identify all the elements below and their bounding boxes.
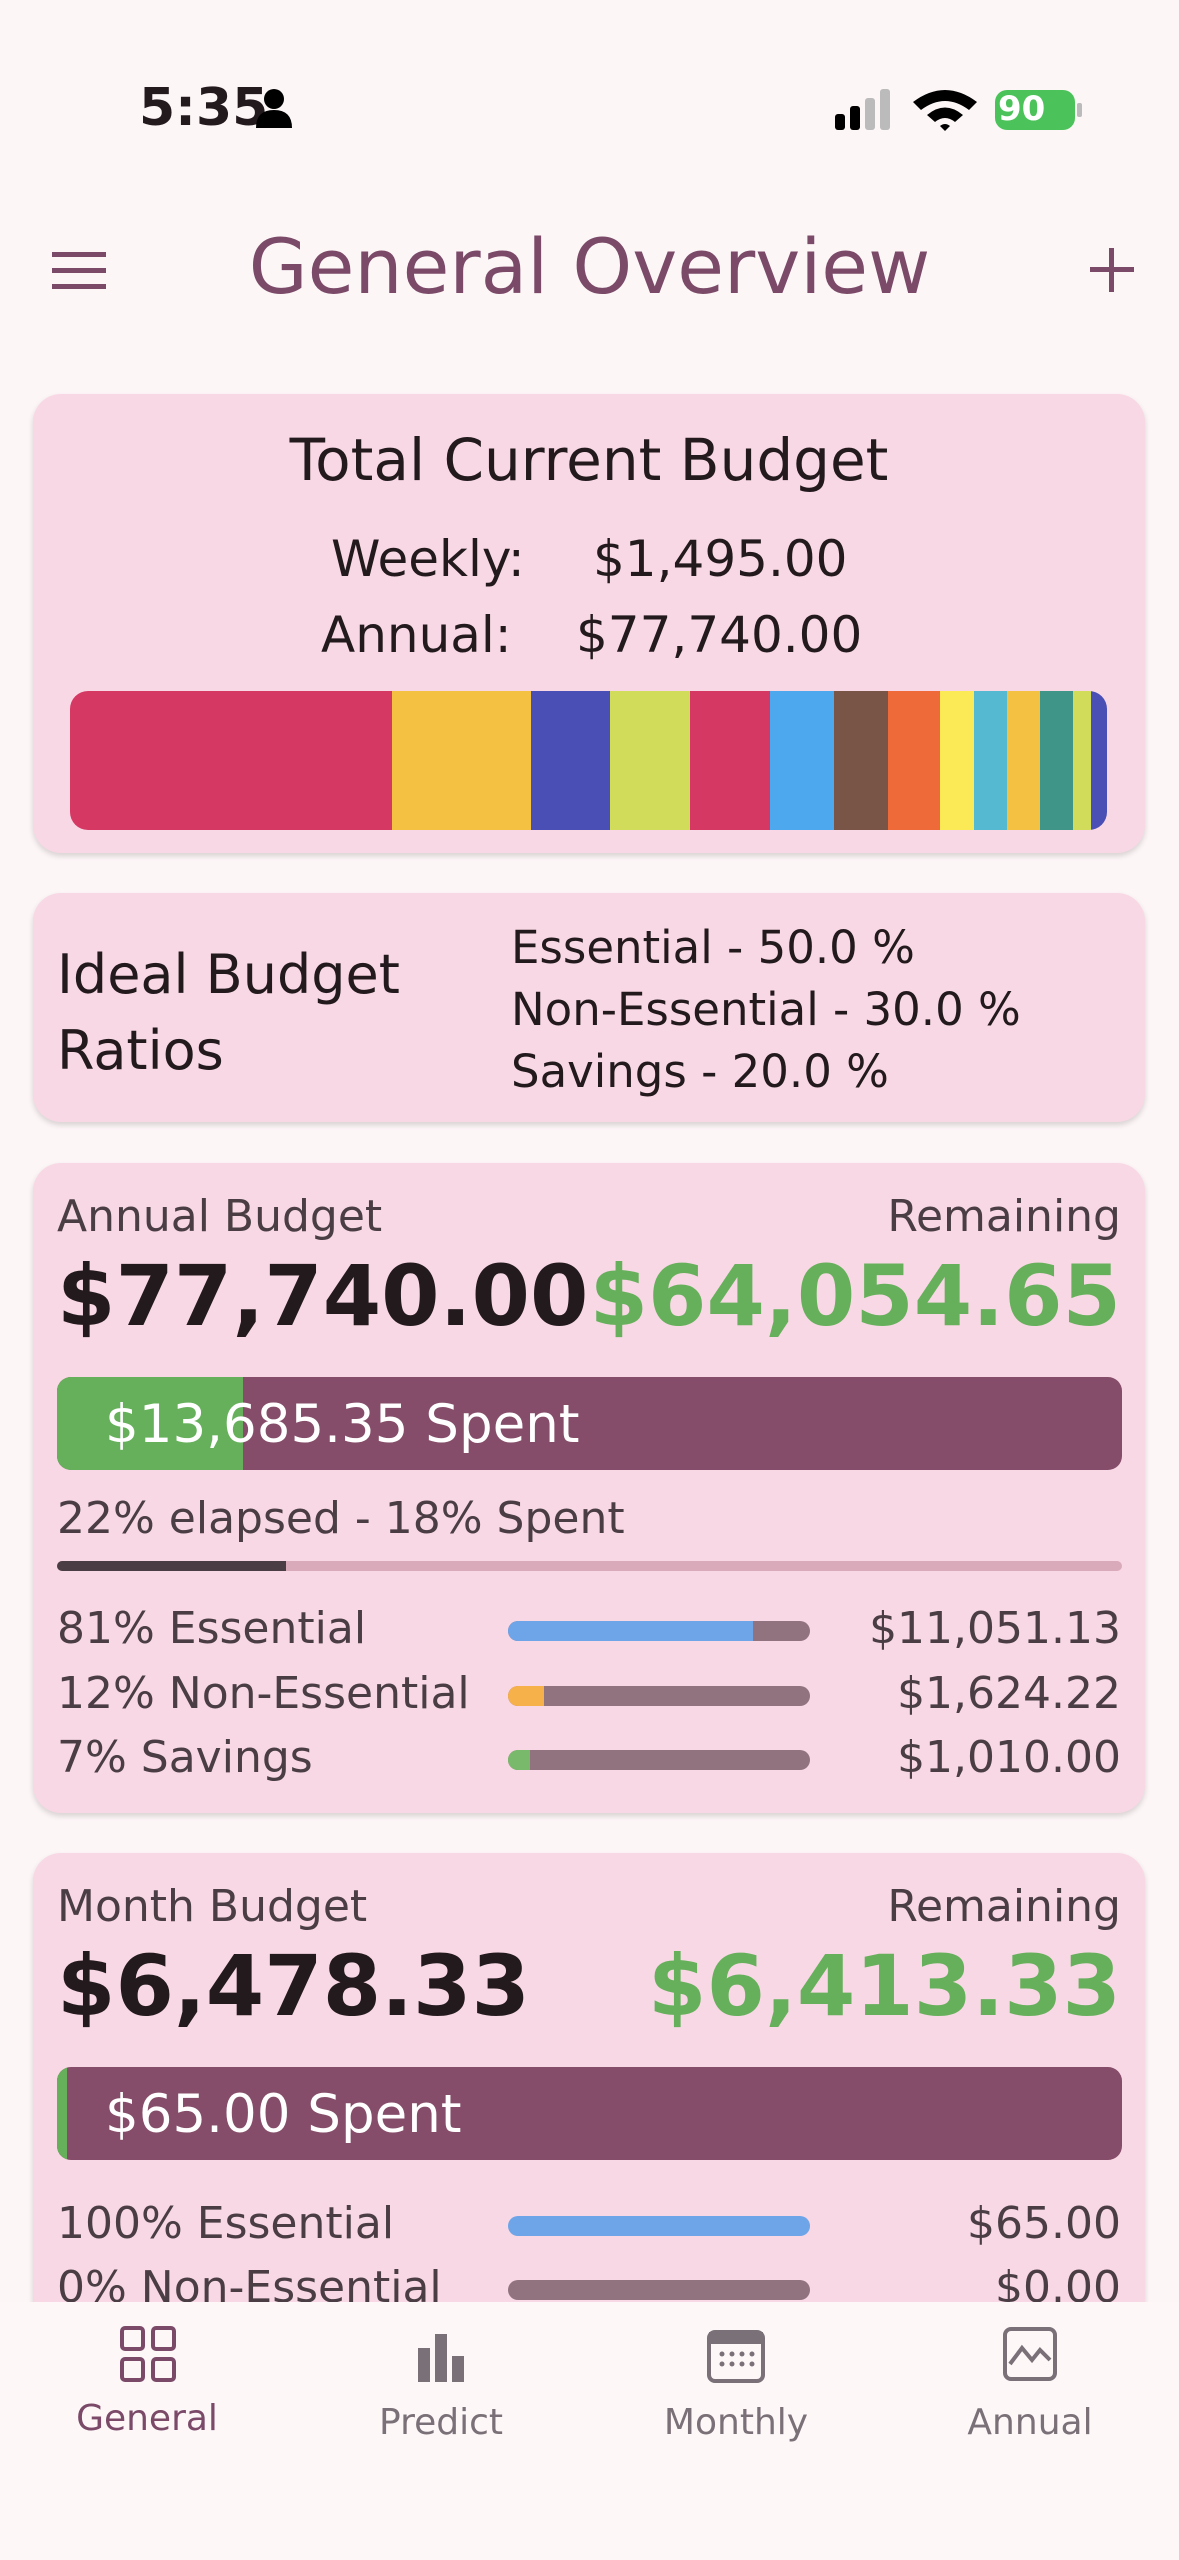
card-title: Total Current Budget: [289, 426, 889, 494]
time: 5:35: [139, 78, 269, 138]
annual-label: Annual:: [321, 606, 512, 664]
bottom-nav: General Predict Monthly Annual: [0, 2302, 1179, 2560]
menu-button[interactable]: [52, 250, 106, 290]
spent-text: $13,685.35 Spent: [105, 1394, 580, 1455]
row-label: 100% Essential: [57, 2198, 395, 2249]
nav-label[interactable]: Annual: [967, 2402, 1093, 2443]
status-icons: [835, 89, 1082, 131]
progress-text: 22% elapsed - 18% Spent: [57, 1493, 625, 1544]
spent-text: $65.00 Spent: [105, 2084, 462, 2145]
row-value: $1,624.22: [897, 1668, 1121, 1719]
nav-label[interactable]: General: [76, 2398, 218, 2439]
ratio-line: Essential - 50.0 %: [511, 921, 915, 974]
app-title: General Overview: [248, 222, 931, 311]
row-bar: [508, 2216, 810, 2236]
weekly-label: Weekly:: [331, 530, 525, 588]
row-bar: [508, 1750, 810, 1770]
spent-bar: [57, 2067, 1122, 2160]
remaining-label: Remaining: [887, 1881, 1121, 1932]
annual-value: $77,740.00: [576, 606, 863, 664]
row-label: 81% Essential: [57, 1603, 367, 1654]
ideal-ratios-card: Ideal Budget Ratios Essential - 50.0 % N…: [33, 893, 1145, 1122]
monthly-icon[interactable]: [706, 2326, 766, 2384]
elapsed-bar: [57, 1561, 1122, 1571]
general-icon[interactable]: [120, 2326, 176, 2382]
remaining-label: Remaining: [887, 1191, 1121, 1242]
ratio-line: Non-Essential - 30.0 %: [511, 983, 1021, 1036]
annual-icon[interactable]: [1002, 2326, 1058, 2382]
budget-label: Month Budget: [57, 1881, 368, 1932]
row-value: $65.00: [967, 2198, 1121, 2249]
budget-amount: $6,478.33: [57, 1937, 530, 2035]
person-icon: [256, 89, 292, 128]
annual-budget-card: Annual Budget Remaining $77,740.00 $64,0…: [33, 1163, 1145, 1813]
row-label: 12% Non-Essential: [57, 1668, 470, 1719]
spent-bar: [57, 1377, 1122, 1470]
nav-label[interactable]: Monthly: [663, 2402, 809, 2443]
row-bar: [508, 1621, 810, 1641]
ratios-title: Ideal Budget Ratios: [57, 943, 400, 1082]
row-value: $1,010.00: [897, 1732, 1121, 1783]
row-bar: [508, 2280, 810, 2300]
nav-label[interactable]: Predict: [379, 2402, 503, 2443]
ratio-line: Savings - 20.0 %: [511, 1045, 889, 1098]
budget-label: Annual Budget: [57, 1191, 383, 1242]
weekly-value: $1,495.00: [593, 530, 848, 588]
predict-icon[interactable]: [414, 2330, 468, 2382]
battery-level: 90: [998, 89, 1046, 129]
total-budget-card: Total Current Budget Weekly: $1,495.00 A…: [33, 394, 1145, 853]
row-label: 7% Savings: [57, 1732, 313, 1783]
add-button[interactable]: [1090, 248, 1134, 292]
remaining-amount: $64,054.65: [589, 1247, 1121, 1345]
budget-amount: $77,740.00: [57, 1247, 589, 1345]
category-bar: [70, 691, 1107, 830]
row-value: $11,051.13: [869, 1603, 1121, 1654]
row-bar: [508, 1686, 810, 1706]
remaining-amount: $6,413.33: [648, 1937, 1121, 2035]
